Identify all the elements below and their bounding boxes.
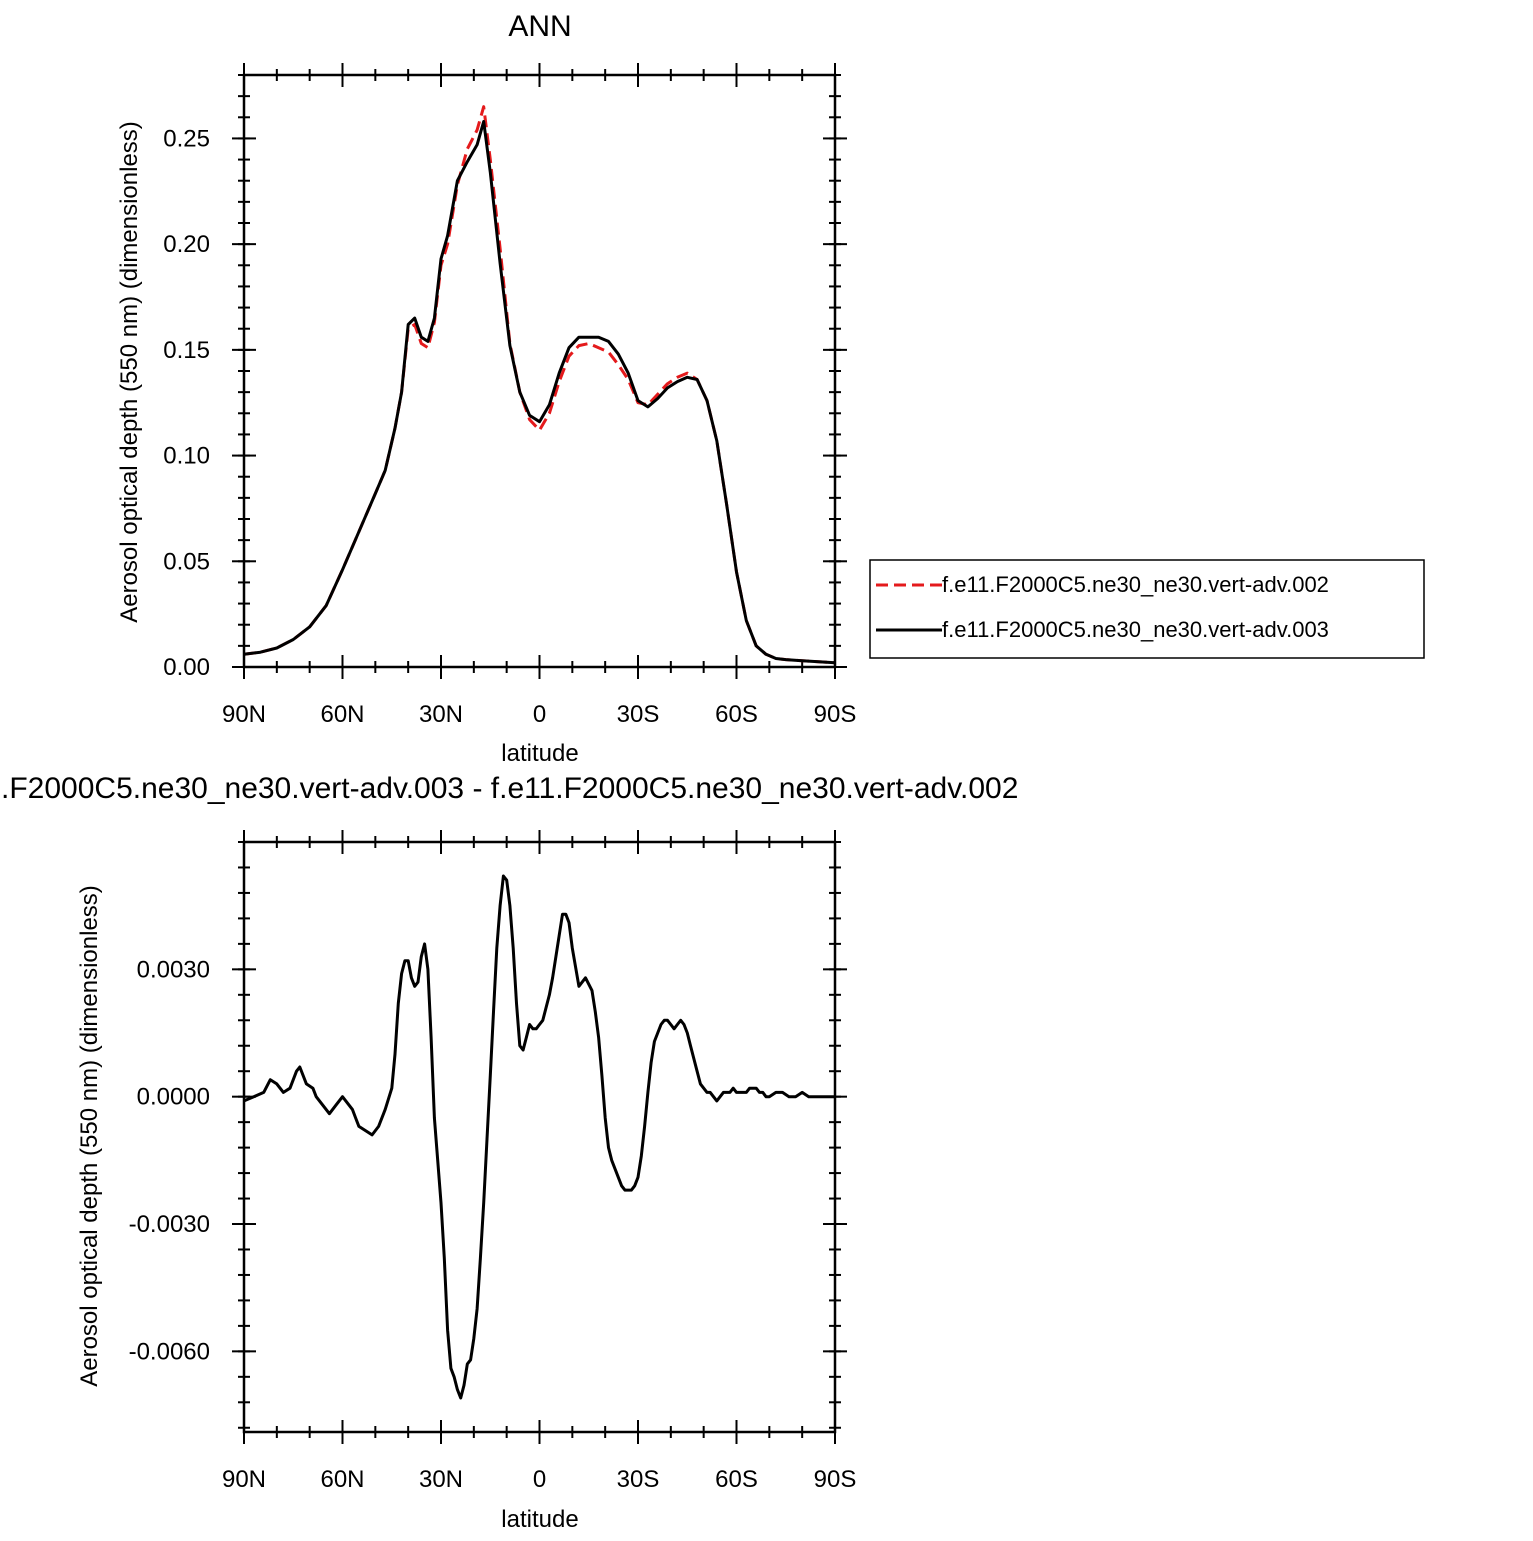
- bottom-panel: .F2000C5.ne30_ne30.vert-adv.003 - f.e11.…: [1, 772, 1018, 1533]
- y-tick-label: 0.15: [163, 337, 210, 364]
- x-tick-label: 90S: [814, 701, 857, 728]
- x-tick-label: 30N: [419, 1466, 463, 1493]
- top-plot-area: [243, 105, 836, 665]
- x-tick-label: 60N: [320, 701, 364, 728]
- x-tick-label: 0: [533, 1466, 546, 1493]
- x-tick-label: 0: [533, 701, 546, 728]
- legend-entry-002: f.e11.F2000C5.ne30_ne30.vert-adv.002: [942, 572, 1329, 597]
- top-y-axis-label: Aerosol optical depth (550 nm) (dimensio…: [116, 121, 143, 623]
- series-line-2: [243, 120, 836, 665]
- legend-box: [869, 559, 1425, 659]
- bottom-y-axis-label: Aerosol optical depth (550 nm) (dimensio…: [76, 885, 103, 1387]
- y-tick-label: 0.20: [163, 231, 210, 258]
- bottom-chart-title: .F2000C5.ne30_ne30.vert-adv.003 - f.e11.…: [1, 772, 1018, 805]
- legend-entry-003: f.e11.F2000C5.ne30_ne30.vert-adv.003: [942, 617, 1329, 642]
- x-tick-label: 30S: [617, 1466, 660, 1493]
- top-chart-title: ANN: [508, 10, 571, 43]
- x-tick-label: 60S: [715, 701, 758, 728]
- x-tick-label: 60S: [715, 1466, 758, 1493]
- y-tick-label: 0.25: [163, 125, 210, 152]
- top-plot-frame: [242, 73, 837, 669]
- x-tick-label: 90S: [814, 1466, 857, 1493]
- series-line-1: [243, 105, 836, 665]
- y-tick-label: -0.0060: [129, 1338, 210, 1365]
- y-tick-label: 0.00: [163, 654, 210, 681]
- bottom-x-axis-label: latitude: [501, 1506, 578, 1533]
- x-tick-label: 90N: [222, 701, 266, 728]
- x-tick-label: 60N: [320, 1466, 364, 1493]
- top-panel: ANN Aerosol optical depth (550 nm) (dime…: [116, 10, 856, 767]
- top-x-axis-label: latitude: [501, 740, 578, 767]
- x-tick-label: 30S: [617, 701, 660, 728]
- y-tick-label: -0.0030: [129, 1211, 210, 1238]
- y-tick-label: 0.0030: [137, 956, 210, 983]
- legend: f.e11.F2000C5.ne30_ne30.vert-adv.002 f.e…: [869, 559, 1425, 659]
- top-axis-ticks: 90N 60N 30N 0 30S 60S 90S 0.00 0.05 0.10 0.15 0.20 0…: [163, 63, 856, 728]
- y-tick-label: 0.0000: [137, 1084, 210, 1111]
- bottom-plot-area: [243, 874, 835, 1400]
- y-tick-label: 0.05: [163, 548, 210, 575]
- y-tick-label: 0.10: [163, 443, 210, 470]
- x-tick-label: 90N: [222, 1466, 266, 1493]
- x-tick-label: 30N: [419, 701, 463, 728]
- bottom-plot-frame: [242, 840, 837, 1434]
- series-line-1: [243, 874, 835, 1400]
- bottom-axis-ticks: 90N 60N 30N 0 30S 60S 90S -0.0060 -0.0030 0.0000 0…: [129, 830, 857, 1493]
